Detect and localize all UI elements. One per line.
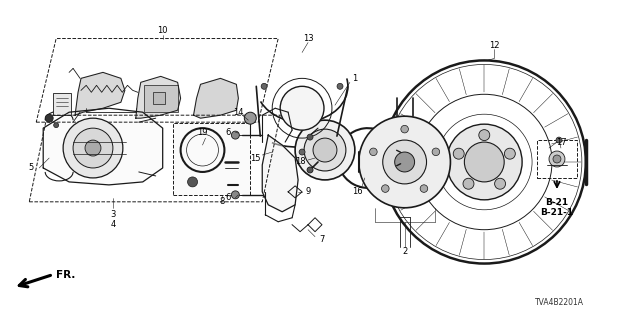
Circle shape bbox=[359, 116, 451, 208]
Circle shape bbox=[299, 149, 305, 155]
Text: 13: 13 bbox=[303, 34, 314, 43]
Circle shape bbox=[63, 118, 123, 178]
Text: 3: 3 bbox=[110, 210, 116, 219]
Circle shape bbox=[549, 151, 565, 167]
Text: 10: 10 bbox=[157, 26, 168, 35]
Circle shape bbox=[232, 191, 239, 199]
Text: 16: 16 bbox=[353, 188, 363, 196]
Text: 1: 1 bbox=[352, 74, 358, 83]
Circle shape bbox=[465, 142, 504, 182]
Text: B-21-1: B-21-1 bbox=[540, 208, 573, 217]
Bar bbox=[153, 92, 164, 104]
Circle shape bbox=[73, 128, 113, 168]
Text: 12: 12 bbox=[489, 41, 499, 50]
Text: 17: 17 bbox=[556, 138, 566, 147]
Text: 15: 15 bbox=[250, 154, 260, 163]
Polygon shape bbox=[44, 108, 163, 185]
Bar bbox=[537, 140, 577, 178]
Circle shape bbox=[369, 148, 377, 156]
Text: 6: 6 bbox=[226, 193, 231, 202]
Circle shape bbox=[553, 155, 561, 163]
Circle shape bbox=[381, 185, 389, 192]
Circle shape bbox=[401, 125, 408, 133]
Text: 19: 19 bbox=[197, 128, 208, 137]
Text: 18: 18 bbox=[295, 157, 305, 166]
Text: 8: 8 bbox=[220, 197, 225, 206]
Circle shape bbox=[447, 124, 522, 200]
Circle shape bbox=[54, 123, 59, 128]
Text: 5: 5 bbox=[29, 164, 34, 172]
Circle shape bbox=[45, 114, 53, 122]
Circle shape bbox=[420, 185, 428, 192]
Circle shape bbox=[304, 129, 346, 171]
Text: 6: 6 bbox=[226, 128, 231, 137]
Text: 9: 9 bbox=[305, 188, 310, 196]
Circle shape bbox=[504, 148, 515, 159]
Bar bbox=[53, 93, 71, 115]
Text: 2: 2 bbox=[402, 247, 407, 256]
Text: TVA4B2201A: TVA4B2201A bbox=[535, 298, 584, 307]
Circle shape bbox=[479, 130, 490, 140]
Circle shape bbox=[244, 112, 256, 124]
Circle shape bbox=[280, 86, 324, 130]
Polygon shape bbox=[262, 135, 298, 212]
Circle shape bbox=[463, 178, 474, 189]
Text: FR.: FR. bbox=[56, 269, 76, 279]
Circle shape bbox=[556, 137, 562, 143]
Circle shape bbox=[383, 140, 426, 184]
Polygon shape bbox=[144, 85, 178, 112]
Circle shape bbox=[85, 140, 101, 156]
Circle shape bbox=[261, 83, 267, 89]
Text: 14: 14 bbox=[233, 108, 244, 117]
Circle shape bbox=[295, 120, 355, 180]
Circle shape bbox=[495, 178, 506, 189]
Circle shape bbox=[307, 134, 313, 140]
Polygon shape bbox=[136, 76, 180, 118]
Circle shape bbox=[453, 148, 464, 159]
Circle shape bbox=[432, 148, 440, 156]
Text: 4: 4 bbox=[110, 220, 116, 229]
Circle shape bbox=[313, 138, 337, 162]
Circle shape bbox=[232, 131, 239, 139]
Polygon shape bbox=[193, 78, 238, 118]
Circle shape bbox=[307, 167, 313, 173]
Bar bbox=[173, 123, 250, 195]
Circle shape bbox=[337, 83, 343, 89]
Text: B-21: B-21 bbox=[545, 198, 568, 207]
Circle shape bbox=[395, 152, 415, 172]
Text: 7: 7 bbox=[319, 235, 324, 244]
Circle shape bbox=[188, 177, 198, 187]
Polygon shape bbox=[75, 72, 125, 115]
